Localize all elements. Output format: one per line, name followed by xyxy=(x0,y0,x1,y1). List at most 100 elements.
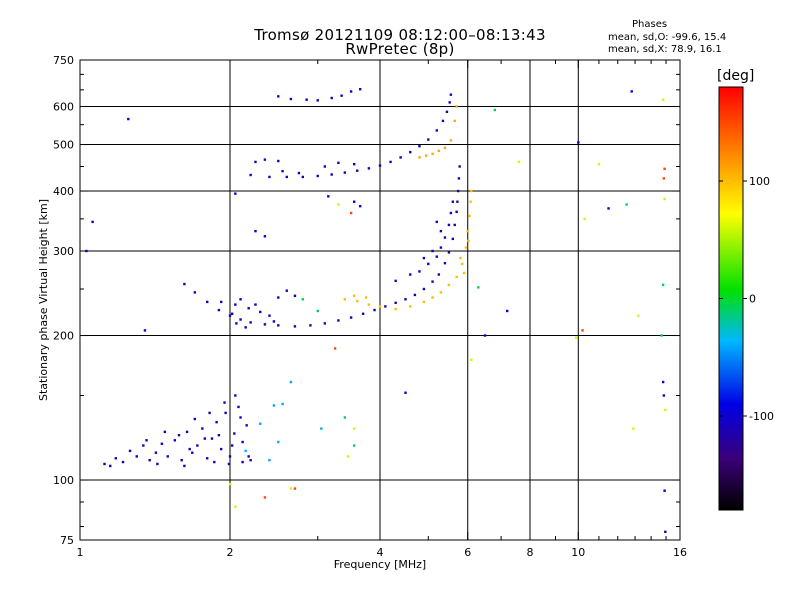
data-point xyxy=(268,175,271,179)
data-point xyxy=(453,223,456,227)
data-point xyxy=(349,316,353,319)
data-point xyxy=(228,314,232,317)
data-point xyxy=(413,293,417,297)
data-point xyxy=(577,141,580,144)
data-point xyxy=(193,291,197,294)
y-tick-label: 750 xyxy=(53,54,74,67)
data-point xyxy=(464,246,468,249)
data-point xyxy=(301,175,305,179)
data-point xyxy=(349,211,353,215)
data-point xyxy=(358,204,362,208)
data-point xyxy=(234,394,237,397)
data-point xyxy=(378,164,382,167)
data-point xyxy=(244,449,247,453)
data-point xyxy=(145,439,148,442)
data-point xyxy=(277,440,280,444)
data-point xyxy=(437,149,441,153)
data-point xyxy=(418,156,421,159)
data-point xyxy=(517,160,521,164)
chart-title-line1: Tromsø 20121109 08:12:00–08:13:43 xyxy=(254,26,546,44)
colorbar-tick-label: 0 xyxy=(749,293,756,306)
data-point xyxy=(297,171,301,175)
data-point xyxy=(235,322,238,325)
data-point xyxy=(247,455,250,458)
data-point xyxy=(418,270,421,273)
data-point xyxy=(234,192,237,195)
data-point xyxy=(399,156,402,159)
data-point xyxy=(156,462,159,466)
data-point xyxy=(352,162,356,166)
data-point xyxy=(143,329,147,332)
data-point xyxy=(422,287,426,291)
data-point xyxy=(205,300,209,304)
data-point xyxy=(316,174,319,178)
data-point xyxy=(632,427,635,430)
colorbar-unit-label: [deg] xyxy=(717,68,755,84)
data-point xyxy=(373,308,376,312)
colorbar-tick-label: -100 xyxy=(749,410,774,423)
data-point xyxy=(213,460,216,464)
data-point xyxy=(196,444,199,447)
data-point xyxy=(409,150,412,154)
data-point xyxy=(201,427,204,430)
data-point xyxy=(467,239,470,243)
data-point xyxy=(470,189,473,193)
data-point xyxy=(237,405,240,409)
data-point xyxy=(234,303,237,306)
data-point xyxy=(449,93,453,96)
data-point xyxy=(443,236,447,239)
data-point xyxy=(663,167,666,171)
data-point xyxy=(409,273,412,276)
data-point xyxy=(447,251,451,254)
data-point xyxy=(277,95,280,98)
data-point xyxy=(437,273,441,276)
data-point xyxy=(458,165,461,168)
data-point xyxy=(337,161,340,165)
data-point xyxy=(127,117,130,121)
data-point xyxy=(163,430,167,434)
data-point xyxy=(343,171,347,174)
x-tick-label: 1 xyxy=(77,546,84,559)
data-point xyxy=(289,487,293,490)
data-point xyxy=(241,460,244,464)
phases-o-stats: mean, sd,O: -99.6, 15.4 xyxy=(608,32,727,43)
data-point xyxy=(228,455,232,458)
data-point xyxy=(85,249,88,253)
x-tick-label: 10 xyxy=(571,546,585,559)
data-point xyxy=(142,444,145,447)
data-point xyxy=(455,275,458,279)
data-point xyxy=(330,173,333,176)
data-point xyxy=(443,146,447,150)
x-tick-label: 16 xyxy=(673,546,687,559)
data-point xyxy=(352,294,356,297)
data-point xyxy=(404,391,407,394)
data-point xyxy=(337,319,340,322)
data-point xyxy=(394,301,397,305)
data-point xyxy=(439,229,443,233)
data-point xyxy=(447,283,451,287)
data-point xyxy=(384,305,387,308)
x-axis-label: Frequency [MHz] xyxy=(334,558,426,571)
data-point xyxy=(583,217,586,221)
data-point xyxy=(316,309,319,313)
data-point xyxy=(340,94,343,97)
data-point xyxy=(254,229,257,233)
data-point xyxy=(268,314,271,317)
data-point xyxy=(121,460,125,464)
data-point xyxy=(451,237,455,241)
data-point xyxy=(661,98,665,101)
data-point xyxy=(109,464,112,468)
data-point xyxy=(337,203,340,206)
data-point xyxy=(431,152,434,156)
data-point xyxy=(285,175,288,179)
data-point xyxy=(254,303,257,306)
data-point xyxy=(349,90,353,93)
data-point xyxy=(203,437,206,440)
data-point xyxy=(364,296,368,299)
data-point xyxy=(661,283,665,287)
data-point xyxy=(346,455,350,458)
data-point xyxy=(343,416,347,419)
data-point xyxy=(277,159,280,163)
data-point xyxy=(439,246,443,249)
data-point xyxy=(234,505,237,508)
